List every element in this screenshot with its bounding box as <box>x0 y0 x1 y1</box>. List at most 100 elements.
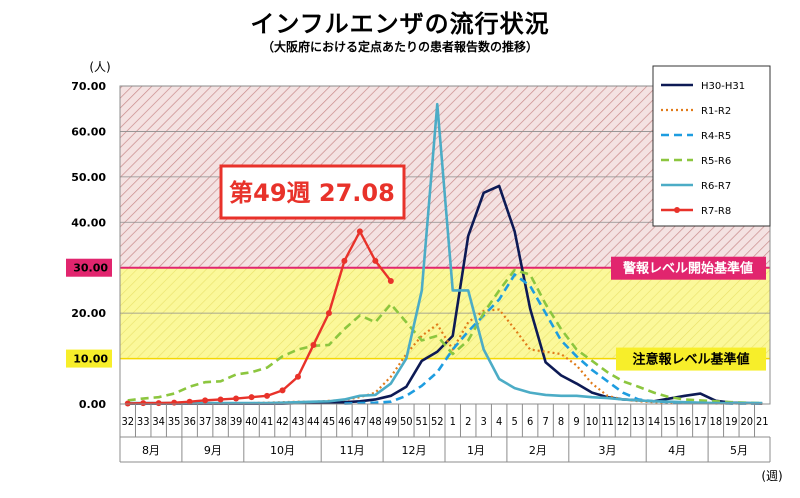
month-label: 9月 <box>204 444 222 457</box>
week-tick-label: 40 <box>245 416 258 428</box>
week-tick-label: 20 <box>740 416 753 428</box>
week-tick-label: 14 <box>648 416 661 428</box>
series-line-r5-r6 <box>127 268 763 405</box>
month-label: 10月 <box>270 444 295 457</box>
week-tick-label: 21 <box>756 416 769 428</box>
data-point-r7-r8 <box>387 277 394 284</box>
legend-label: R1-R2 <box>701 106 731 117</box>
data-point-r7-r8 <box>140 400 147 407</box>
week-tick-label: 34 <box>152 416 165 428</box>
week-tick-label: 15 <box>663 416 676 428</box>
legend-marker <box>674 207 680 213</box>
x-axis-unit-label: (週) <box>761 469 782 483</box>
month-label: 1月 <box>467 444 485 457</box>
week-tick-label: 19 <box>725 416 738 428</box>
y-tick-label: 40.00 <box>71 216 106 229</box>
data-point-r7-r8 <box>356 228 363 235</box>
week-tick-label: 12 <box>617 416 630 428</box>
week-tick-label: 51 <box>415 416 428 428</box>
data-point-r7-r8 <box>264 392 271 399</box>
week-tick-label: 1 <box>450 416 456 428</box>
data-point-r7-r8 <box>294 373 301 380</box>
attention-label-bg <box>616 347 766 371</box>
week-tick-label: 38 <box>214 416 227 428</box>
data-point-r7-r8 <box>248 394 255 401</box>
week-tick-label: 18 <box>710 416 723 428</box>
month-label: 3月 <box>599 444 617 457</box>
week-tick-label: 32 <box>121 416 134 428</box>
week-tick-label: 35 <box>168 416 181 428</box>
y-tick-label: 20.00 <box>71 307 106 320</box>
callout-box <box>219 164 406 220</box>
legend-label: R6-R7 <box>701 181 731 192</box>
week-tick-label: 37 <box>199 416 212 428</box>
week-tick-label: 43 <box>292 416 305 428</box>
y-tick-label: 50.00 <box>71 171 106 184</box>
attention-ylabel: 10.00 <box>73 353 108 366</box>
data-point-r7-r8 <box>186 398 193 405</box>
week-tick-label: 16 <box>679 416 692 428</box>
week-tick-label: 13 <box>632 416 645 428</box>
data-point-r7-r8 <box>325 310 332 317</box>
series-line-r6-r7 <box>127 102 763 405</box>
week-tick-label: 45 <box>323 416 336 428</box>
data-point-r7-r8 <box>171 399 178 406</box>
week-tick-label: 5 <box>511 416 517 428</box>
week-tick-label: 36 <box>183 416 196 428</box>
data-point-r7-r8 <box>233 395 240 402</box>
week-tick-label: 3 <box>481 416 487 428</box>
week-tick-label: 44 <box>307 416 320 428</box>
week-tick-label: 4 <box>496 416 503 428</box>
y-tick-label: 70.00 <box>71 80 106 93</box>
legend-label: R4-R5 <box>701 131 731 142</box>
week-tick-label: 9 <box>573 416 579 428</box>
data-point-r7-r8 <box>310 341 317 348</box>
week-tick-label: 52 <box>431 416 444 428</box>
attention-label: 注意報レベル基準値 <box>632 352 749 368</box>
week-tick-label: 42 <box>276 416 289 428</box>
week-tick-label: 39 <box>230 416 243 428</box>
data-point-r7-r8 <box>279 387 286 394</box>
chart-subtitle: （大阪府における定点あたりの患者報告数の推移） <box>261 40 538 54</box>
data-point-r7-r8 <box>202 397 209 404</box>
month-label: 8月 <box>142 444 160 457</box>
data-point-r7-r8 <box>341 257 348 264</box>
warning-ylabel: 30.00 <box>73 262 108 275</box>
week-tick-label: 50 <box>400 416 413 428</box>
legend-label: R5-R6 <box>701 156 731 167</box>
week-tick-label: 11 <box>601 416 614 428</box>
week-tick-label: 47 <box>354 416 367 428</box>
legend-box <box>652 65 771 227</box>
callout-text: 第49週 27.08 <box>229 179 395 207</box>
attention-ylabel-bg <box>66 349 112 368</box>
week-tick-label: 2 <box>465 416 471 428</box>
week-tick-label: 10 <box>586 416 599 428</box>
legend-label: H30-H31 <box>701 81 745 92</box>
chart-title: インフルエンザの流行状況 <box>250 10 550 38</box>
warning-label: 警報レベル開始基準値 <box>623 261 753 277</box>
month-label: 11月 <box>340 444 365 457</box>
week-tick-label: 41 <box>261 416 274 428</box>
data-point-r7-r8 <box>217 396 224 403</box>
y-axis-unit-label: (人) <box>89 60 110 74</box>
y-tick-label: 60.00 <box>71 125 106 138</box>
data-point-r7-r8 <box>155 400 162 407</box>
warning-ylabel-bg <box>66 258 112 277</box>
week-tick-label: 33 <box>137 416 150 428</box>
week-tick-label: 7 <box>542 416 548 428</box>
warning-label-bg <box>611 256 766 280</box>
week-tick-label: 6 <box>527 416 534 428</box>
data-point-r7-r8 <box>372 257 379 264</box>
month-label: 4月 <box>668 444 686 457</box>
month-label: 12月 <box>402 444 427 457</box>
week-tick-label: 49 <box>385 416 398 428</box>
y-tick-label: 0.00 <box>79 398 106 411</box>
legend-label: R7-R8 <box>701 206 731 217</box>
month-label: 5月 <box>730 444 748 457</box>
week-tick-label: 46 <box>338 416 351 428</box>
week-tick-label: 17 <box>694 416 707 428</box>
month-label: 2月 <box>529 444 547 457</box>
week-tick-label: 8 <box>558 416 564 428</box>
week-tick-label: 48 <box>369 416 382 428</box>
